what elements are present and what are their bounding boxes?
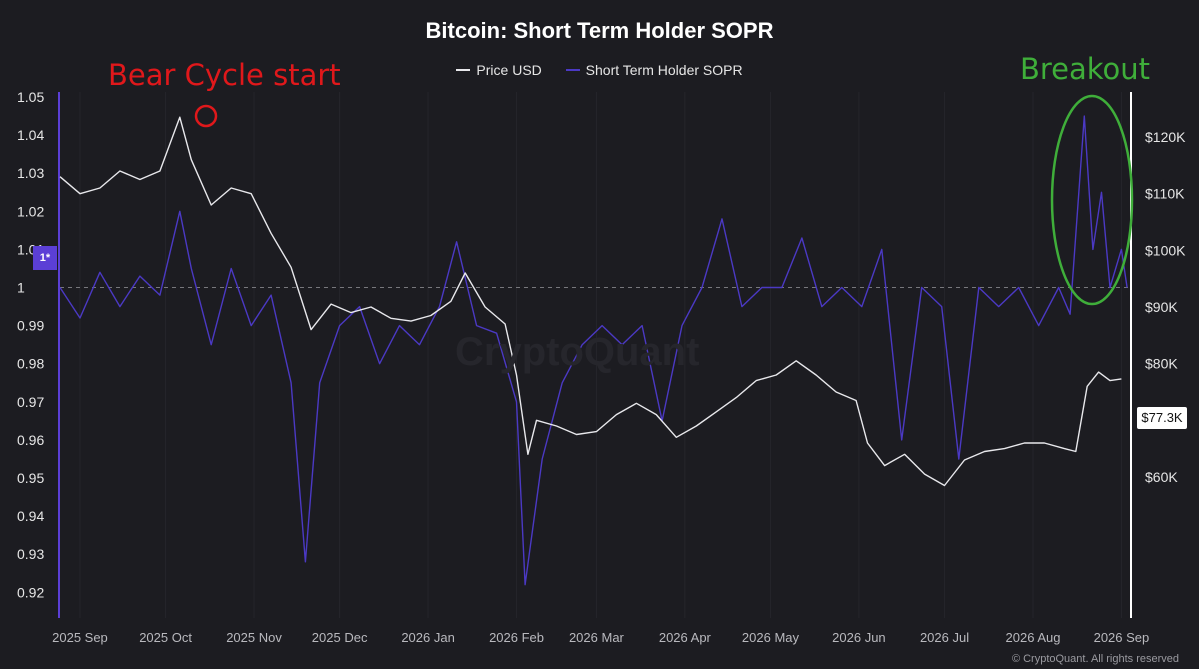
right-tick-label: $60K	[1145, 469, 1178, 485]
left-tick-label: 0.96	[17, 432, 44, 448]
copyright-text: © CryptoQuant. All rights reserved	[1011, 653, 1179, 665]
current-price-tag: $77.3K	[1137, 407, 1187, 429]
annotation-bear-cycle: Bear Cycle start	[108, 58, 341, 92]
x-tick-label: 2025 Dec	[312, 630, 368, 645]
price-series-line	[59, 116, 1122, 487]
legend: Price USD Short Term Holder SOPR	[0, 58, 1199, 78]
right-tick-label: $110K	[1145, 186, 1185, 202]
chart-title: Bitcoin: Short Term Holder SOPR	[425, 18, 774, 43]
bear-cycle-circle	[194, 104, 218, 128]
x-tick-label: 2025 Sep	[52, 630, 108, 645]
right-tick-label: $80K	[1145, 356, 1178, 372]
left-tick-label: 0.92	[17, 584, 44, 600]
legend-item-price[interactable]: Price USD	[456, 62, 542, 78]
breakout-ellipse	[1050, 94, 1134, 306]
right-tick-label: $120K	[1145, 129, 1186, 145]
right-tick-label: $100K	[1145, 242, 1186, 258]
left-tick-label: 1.04	[17, 127, 44, 143]
x-tick-label: 2026 Jun	[832, 630, 886, 645]
x-tick-label: 2026 Aug	[1006, 630, 1061, 645]
legend-item-sopr[interactable]: Short Term Holder SOPR	[565, 62, 743, 78]
legend-label-sopr: Short Term Holder SOPR	[585, 62, 743, 78]
x-tick-label: 2026 May	[742, 630, 800, 645]
left-tick-label: 1.02	[17, 203, 44, 219]
left-tick-label: 0.94	[17, 508, 44, 524]
left-tick-label: 0.99	[17, 318, 44, 334]
left-tick-label: 1	[17, 280, 25, 296]
left-tick-label: 0.98	[17, 356, 44, 372]
watermark: CryptoQuant	[455, 330, 700, 374]
reference-value-tag: 1*	[33, 246, 57, 270]
x-tick-label: 2026 Sep	[1094, 630, 1150, 645]
legend-label-price: Price USD	[476, 62, 542, 78]
x-tick-label: 2025 Oct	[139, 630, 192, 645]
right-tick-label: $90K	[1145, 299, 1178, 315]
legend-swatch-sopr	[565, 69, 580, 71]
annotation-breakout: Breakout	[1020, 52, 1151, 86]
x-tick-label: 2026 Feb	[489, 630, 544, 645]
left-tick-label: 0.97	[17, 394, 44, 410]
left-tick-label: 1.03	[17, 165, 44, 181]
x-tick-label: 2026 Apr	[659, 630, 712, 645]
x-tick-label: 2026 Mar	[569, 630, 625, 645]
sopr-series-line	[59, 115, 1128, 586]
x-tick-label: 2026 Jan	[401, 630, 455, 645]
x-tick-label: 2026 Jul	[920, 630, 969, 645]
left-tick-label: 0.93	[17, 546, 44, 562]
x-tick-label: 2025 Nov	[226, 630, 282, 645]
legend-swatch-price	[456, 69, 471, 71]
left-tick-label: 0.95	[17, 470, 44, 486]
left-tick-label: 1.05	[17, 89, 44, 105]
